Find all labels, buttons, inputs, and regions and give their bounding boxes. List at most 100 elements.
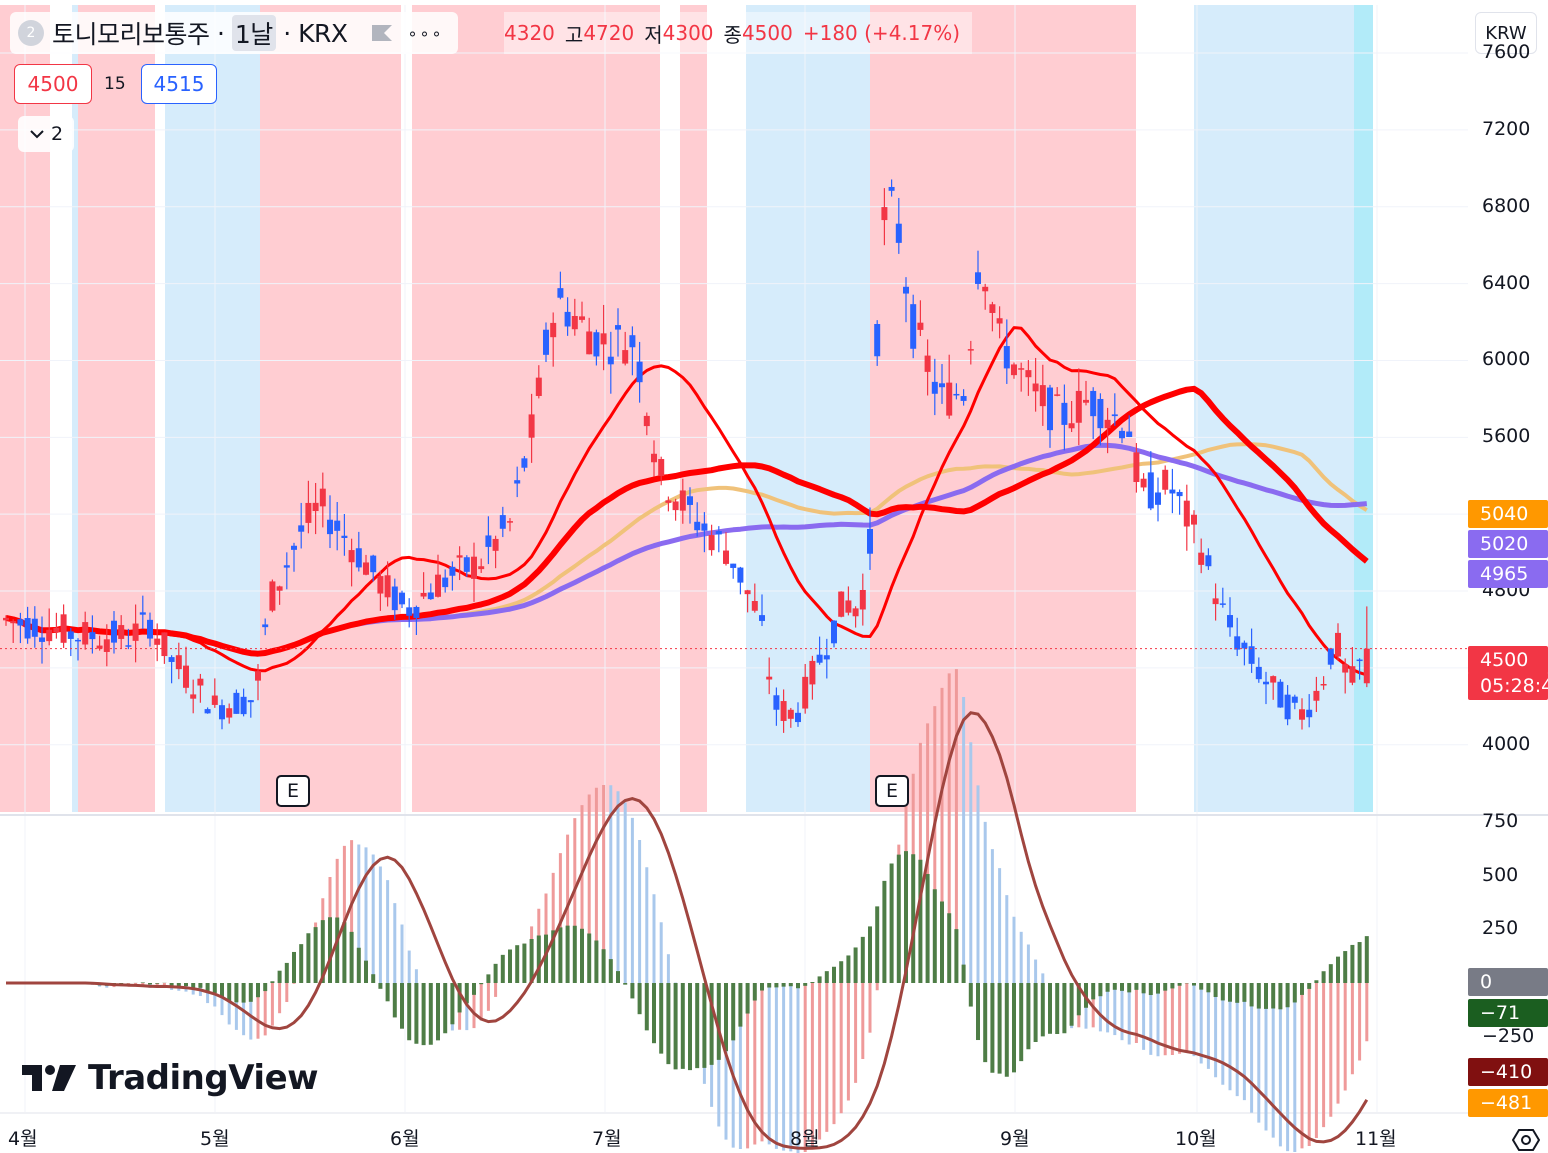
candle-body [1147,472,1154,509]
price-tag: 05:28:4 [1468,672,1548,700]
candle-body [1255,666,1262,680]
candle-body [1212,598,1219,605]
regime-band [1354,5,1373,812]
candle-body [1263,681,1269,685]
candle-body [982,286,989,292]
price-axis-label: 6400 [1482,271,1531,294]
candle-body [147,619,153,639]
price-tag: 5040 [1468,500,1548,528]
candle-body [802,676,809,709]
candle-body [593,332,600,357]
candle-body [1363,648,1370,684]
candle-body [723,550,729,564]
candle-body [809,660,816,685]
candle-body [507,521,513,523]
candle-body [226,708,233,718]
candle-body [233,692,240,714]
regime-band [260,5,401,812]
candle-body [1335,632,1341,657]
tradingview-logo[interactable]: TradingView [22,1058,319,1098]
candle-body [615,325,621,330]
candle-body [298,525,305,532]
candle-body [687,496,693,505]
exchange-label[interactable]: KRX [298,18,348,48]
candle-body [586,331,593,355]
candle-body [874,324,881,357]
candle-body [795,712,801,723]
candle-body [1039,385,1046,407]
candle-body [204,709,211,714]
candle-body [535,377,542,396]
buy-button[interactable]: 4515 [141,64,217,104]
candle-body [1061,402,1068,425]
symbol-name[interactable]: 토니모리보통주 [52,20,210,49]
candle-body [816,654,823,663]
candle-body [715,531,722,535]
candle-body [499,515,506,529]
regime-band [412,5,660,812]
candle-body [550,322,557,338]
candle-body [1047,387,1053,431]
low-value: 4300 [662,21,714,45]
oscillator-tag: −71 [1468,999,1548,1027]
close-value: 4500 [741,21,793,45]
chevron-down-icon [30,130,44,139]
candle-body [492,538,499,551]
candle-body [845,600,852,613]
candle-body [1313,690,1320,701]
candle-body [975,272,981,284]
candle-body [327,519,333,535]
candle-body [1155,492,1161,505]
candle-body [917,322,924,330]
regime-background [0,5,1373,812]
candle-body [1083,399,1089,403]
candle-body [118,625,125,639]
candle-body [1342,664,1349,673]
candle-body [10,620,17,624]
candle-body [679,490,686,511]
indicators-toggle-button[interactable]: 2 [18,116,74,152]
candle-body [859,589,866,610]
price-axis-label: 6800 [1482,194,1531,217]
candle-body [759,615,765,621]
candle-body [780,701,787,721]
candle-body [1234,636,1241,650]
candle-body [82,622,89,645]
candle-body [103,639,110,652]
candle-body [291,545,297,550]
candle-body [924,355,931,372]
settings-icon[interactable] [1512,1126,1540,1153]
candle-body [787,709,794,719]
candle-body [895,223,902,243]
symbol-header[interactable]: 2 토니모리보통주 · 1날 · KRX ∘∘∘ [10,12,458,54]
candle-body [175,655,182,670]
candles [3,179,1370,733]
currency-button[interactable]: KRW [1475,12,1537,54]
flag-icon[interactable] [370,23,394,43]
earnings-marker[interactable]: E [875,775,909,807]
candle-body [967,349,974,351]
candle-body [996,318,1003,324]
candle-body [1227,615,1233,628]
candle-body [1183,500,1190,527]
oscillator-axis-label: 750 [1482,810,1519,833]
earnings-marker[interactable]: E [276,775,310,807]
candle-body [183,665,189,688]
sell-button[interactable]: 4500 [14,64,92,104]
ma-45-line [5,385,1369,657]
candle-body [1198,552,1205,565]
candle-body [312,502,319,512]
candle-body [132,623,139,641]
more-options-icon[interactable]: ∘∘∘ [407,23,444,43]
candle-body [622,350,629,364]
candle-body [485,535,492,547]
candle-body [1068,423,1075,429]
price-axis-label: 7200 [1482,117,1531,140]
interval-label[interactable]: 1날 [231,15,276,51]
candle-body [1356,659,1363,662]
candle-body [1133,452,1140,483]
high-label: 고 [564,22,584,47]
candle-body [888,186,895,191]
